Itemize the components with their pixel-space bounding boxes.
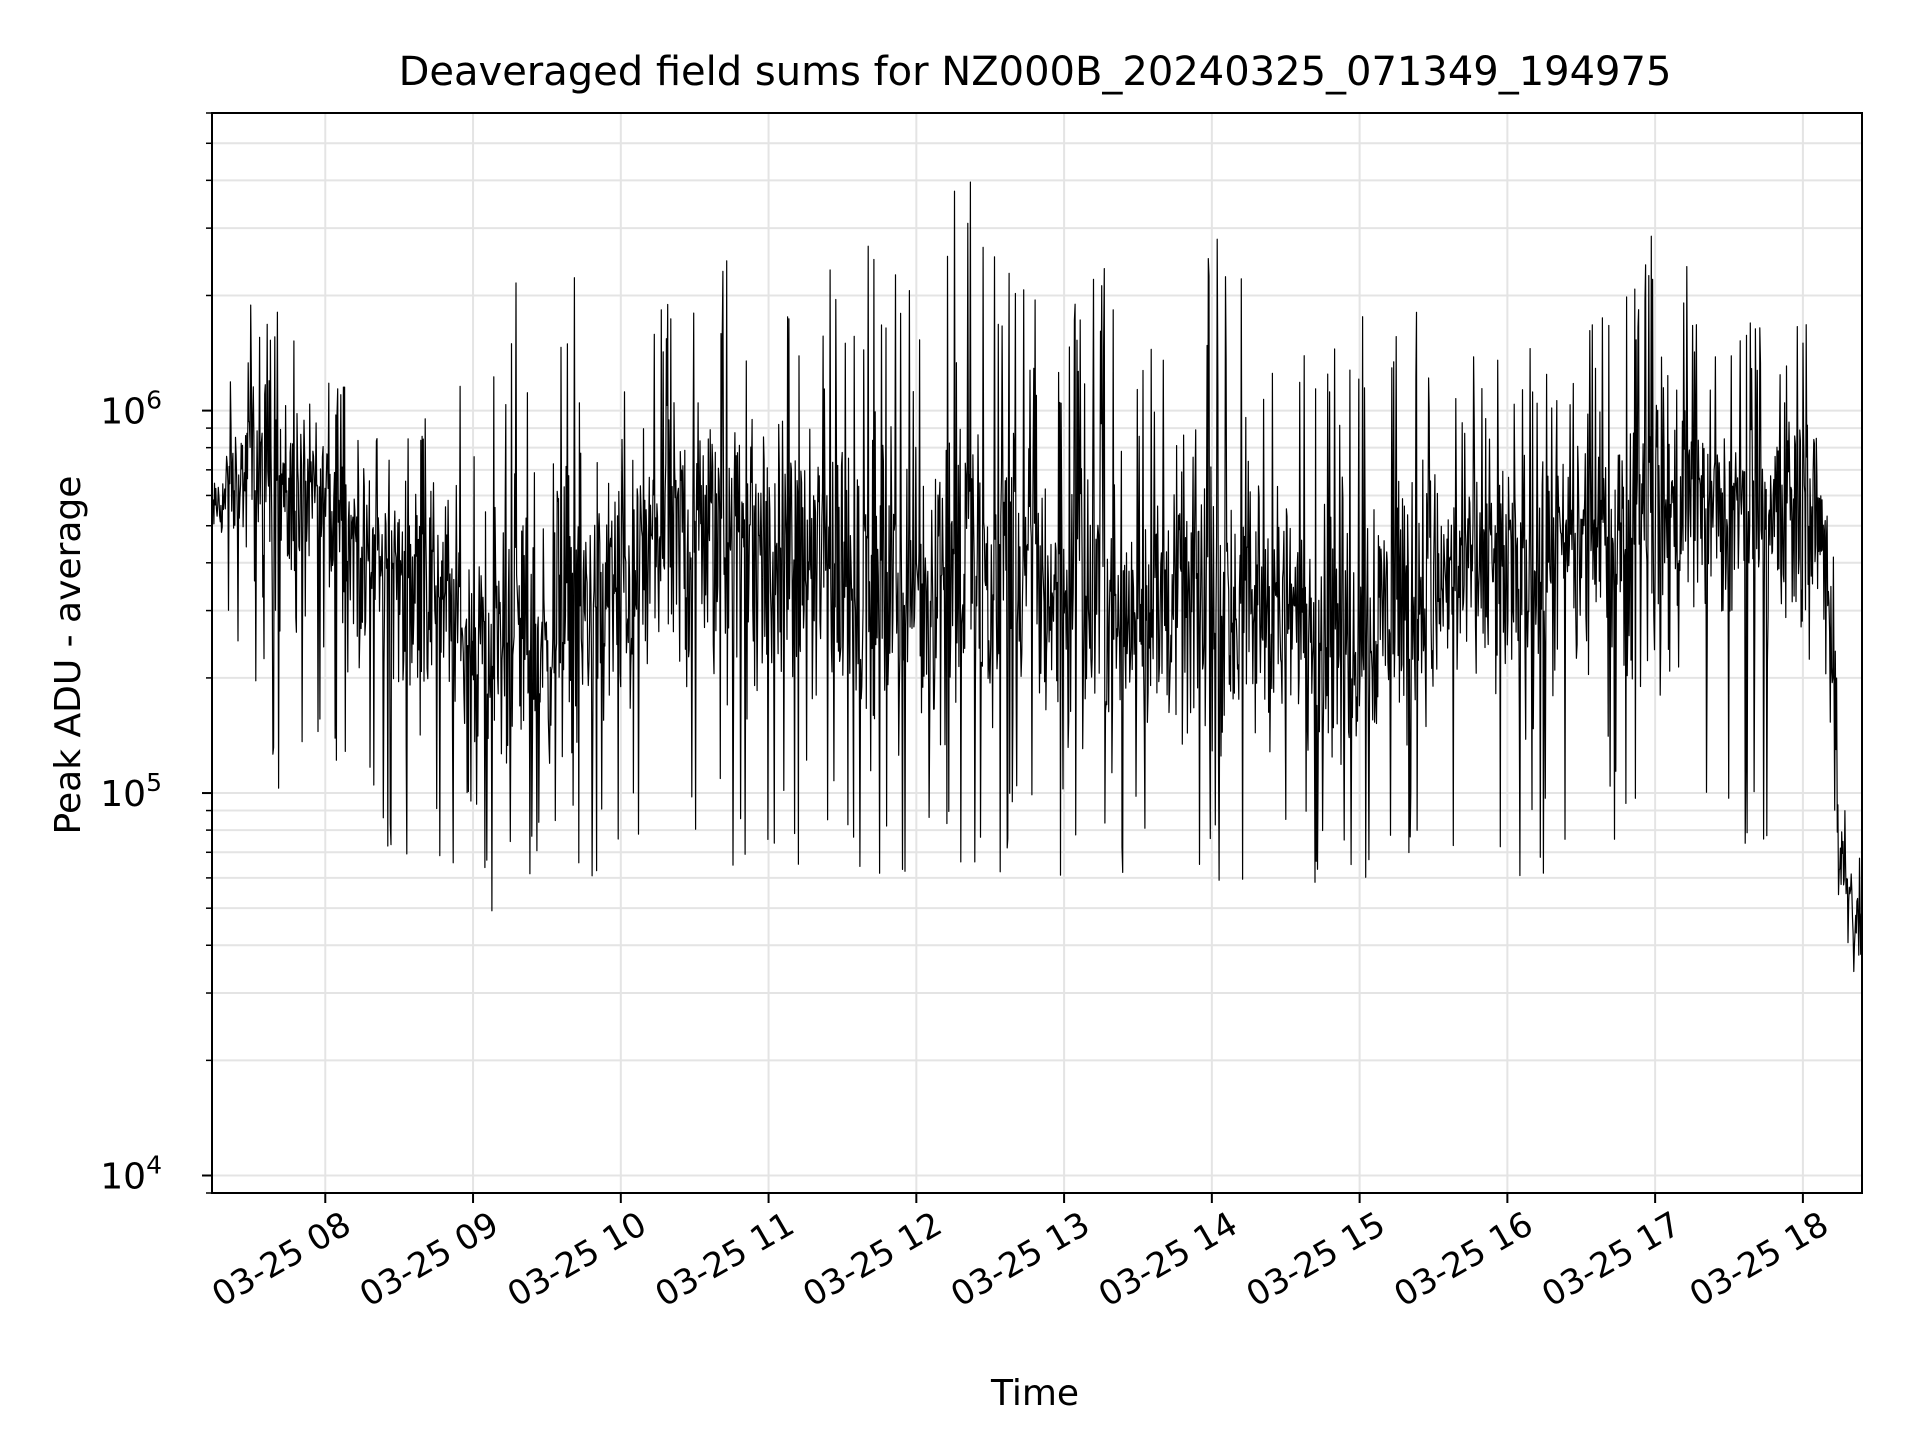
y-tick-label: 105 (100, 768, 162, 815)
plot-frame (211, 112, 1863, 1194)
x-axis-label: Time (990, 1373, 1079, 1414)
y-tick-label: 104 (100, 1151, 162, 1198)
y-axis-label: Peak ADU - average (48, 476, 89, 835)
y-tick-label: 106 (100, 386, 162, 433)
series-line (211, 181, 1863, 973)
data-series (211, 181, 1863, 973)
chart-title: Deaveraged field sums for NZ000B_2024032… (399, 49, 1672, 95)
